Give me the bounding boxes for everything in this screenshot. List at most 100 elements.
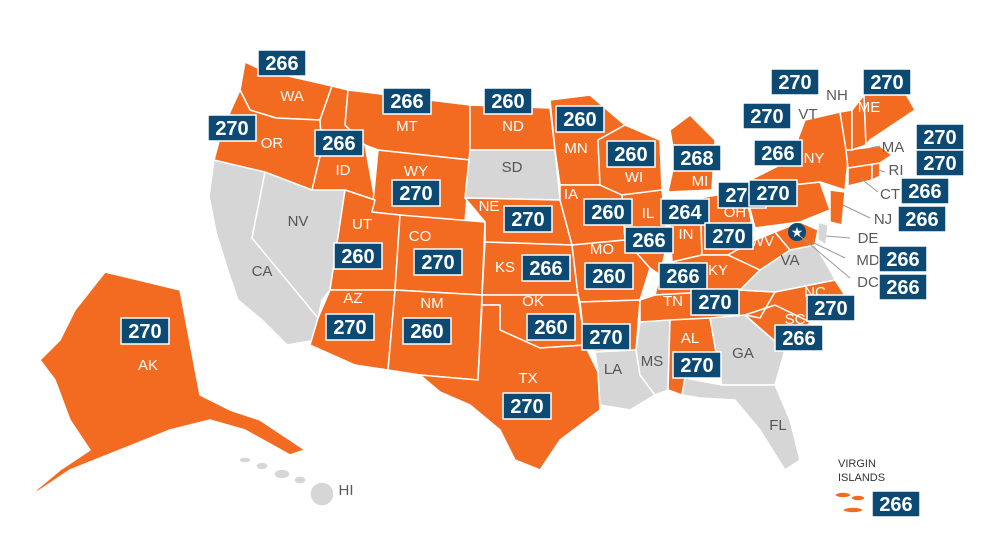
state-label-AL: AL xyxy=(681,330,699,347)
value-badge-bg xyxy=(900,177,950,205)
state-label-CT: CT xyxy=(880,186,900,203)
value-badge-text-CT: 266 xyxy=(908,181,941,203)
value-badge-IN: 266 xyxy=(624,226,674,254)
value-badge-PA: 270 xyxy=(748,179,798,207)
value-badge-bg xyxy=(583,198,633,226)
value-badge-text-NJ: 266 xyxy=(905,209,938,231)
state-label-FL: FL xyxy=(769,417,787,434)
value-badge-ID: 266 xyxy=(314,129,364,157)
state-label-MA: MA xyxy=(882,139,905,156)
value-badge-ND: 260 xyxy=(483,87,533,115)
state-shape-FL xyxy=(681,377,801,471)
value-badge-text-WV: 270 xyxy=(712,226,745,248)
state-label-RI: RI xyxy=(889,162,904,179)
value-badge-VT: 270 xyxy=(742,102,792,130)
value-badge-bg xyxy=(871,490,921,518)
state-label-WI: WI xyxy=(625,169,643,186)
value-badge-WI: 260 xyxy=(606,140,656,168)
state-label-KY: KY xyxy=(708,262,728,279)
value-badge-bg xyxy=(502,392,552,420)
value-badge-text-KY: 266 xyxy=(666,266,699,288)
value-badge-text-NE: 270 xyxy=(511,209,544,231)
state-label-NV: NV xyxy=(288,213,309,230)
value-badge-RI: 270 xyxy=(915,149,965,177)
value-badge-bg xyxy=(555,105,605,133)
value-badge-bg xyxy=(207,114,257,142)
value-badge-bg xyxy=(581,323,631,351)
value-badge-bg xyxy=(584,262,634,290)
value-badge-UT: 260 xyxy=(333,242,383,270)
state-label-CA: CA xyxy=(252,263,273,280)
value-badge-text-ID: 266 xyxy=(322,133,355,155)
state-shape-NJ xyxy=(829,189,846,226)
value-badge-IL: 264 xyxy=(660,198,710,226)
state-label-GA: GA xyxy=(732,345,754,362)
value-badge-KY: 266 xyxy=(658,262,708,290)
callout-leaders xyxy=(799,145,886,279)
value-badge-bg xyxy=(526,313,576,341)
value-badge-WV: 270 xyxy=(704,222,754,250)
value-badge-bg xyxy=(314,129,364,157)
state-label-NE: NE xyxy=(479,198,500,215)
value-badge-OK: 260 xyxy=(526,313,576,341)
value-badge-MD: 266 xyxy=(878,245,928,273)
state-shape-TX xyxy=(419,304,601,471)
value-badge-text-PA: 270 xyxy=(756,183,789,205)
value-badge-bg xyxy=(483,87,533,115)
value-badge-text-ND: 260 xyxy=(491,91,524,113)
value-badge-bg xyxy=(878,245,928,273)
value-badge-text-OR: 270 xyxy=(215,118,248,140)
value-badge-MA: 270 xyxy=(915,123,965,151)
value-badge-bg xyxy=(770,68,820,96)
value-badge-text-IL: 264 xyxy=(668,202,702,224)
value-badge-text-TX: 270 xyxy=(510,396,543,418)
state-label-SD: SD xyxy=(502,159,523,176)
value-badge-bg xyxy=(742,102,792,130)
state-label-TN: TN xyxy=(663,293,683,310)
value-badge-text-OK: 260 xyxy=(534,317,567,339)
value-badge-text-UT: 260 xyxy=(341,246,374,268)
value-badge-text-SC: 266 xyxy=(782,328,815,350)
value-badge-VI: 266 xyxy=(871,490,921,518)
value-badge-ME: 270 xyxy=(862,68,912,96)
value-badge-text-NC: 270 xyxy=(814,298,847,320)
state-label-IL: IL xyxy=(642,205,655,222)
value-badge-WA: 266 xyxy=(257,49,307,77)
state-label-SC: SC xyxy=(785,311,806,328)
value-badge-TX: 270 xyxy=(502,392,552,420)
state-label-MT: MT xyxy=(396,118,418,135)
value-badge-AZ: 270 xyxy=(325,313,375,341)
value-badge-NJ: 266 xyxy=(897,205,947,233)
value-badge-text-CO: 270 xyxy=(421,252,454,274)
svg-text:★: ★ xyxy=(791,225,804,241)
territory-shape-VI xyxy=(834,491,866,514)
state-label-DC: DC xyxy=(857,274,879,291)
state-shape-AK xyxy=(29,271,306,496)
state-label-LA: LA xyxy=(604,361,622,378)
value-badge-bg xyxy=(391,179,441,207)
state-label-CO: CO xyxy=(409,228,432,245)
value-badge-text-NM: 260 xyxy=(410,321,443,343)
value-badge-text-DC: 266 xyxy=(886,277,919,299)
value-badge-bg xyxy=(672,351,722,379)
state-label-HI: HI xyxy=(339,482,354,499)
value-badge-bg xyxy=(606,140,656,168)
value-badge-text-AR: 270 xyxy=(589,327,622,349)
value-badge-text-AZ: 270 xyxy=(333,317,366,339)
value-badge-NE: 270 xyxy=(503,205,553,233)
value-badge-MN: 260 xyxy=(555,105,605,133)
state-label-VA: VA xyxy=(781,252,800,269)
value-badge-bg xyxy=(915,149,965,177)
state-label-IN: IN xyxy=(679,226,694,243)
state-label-OR: OR xyxy=(261,135,284,152)
state-label-NY: NY xyxy=(804,150,825,167)
value-badge-bg xyxy=(672,144,722,172)
value-badge-CT: 266 xyxy=(900,177,950,205)
value-badge-KS: 266 xyxy=(521,254,571,282)
state-label-MS: MS xyxy=(641,353,664,370)
value-badge-bg xyxy=(897,205,947,233)
state-label-NH: NH xyxy=(826,87,848,104)
value-badge-bg xyxy=(120,317,170,345)
